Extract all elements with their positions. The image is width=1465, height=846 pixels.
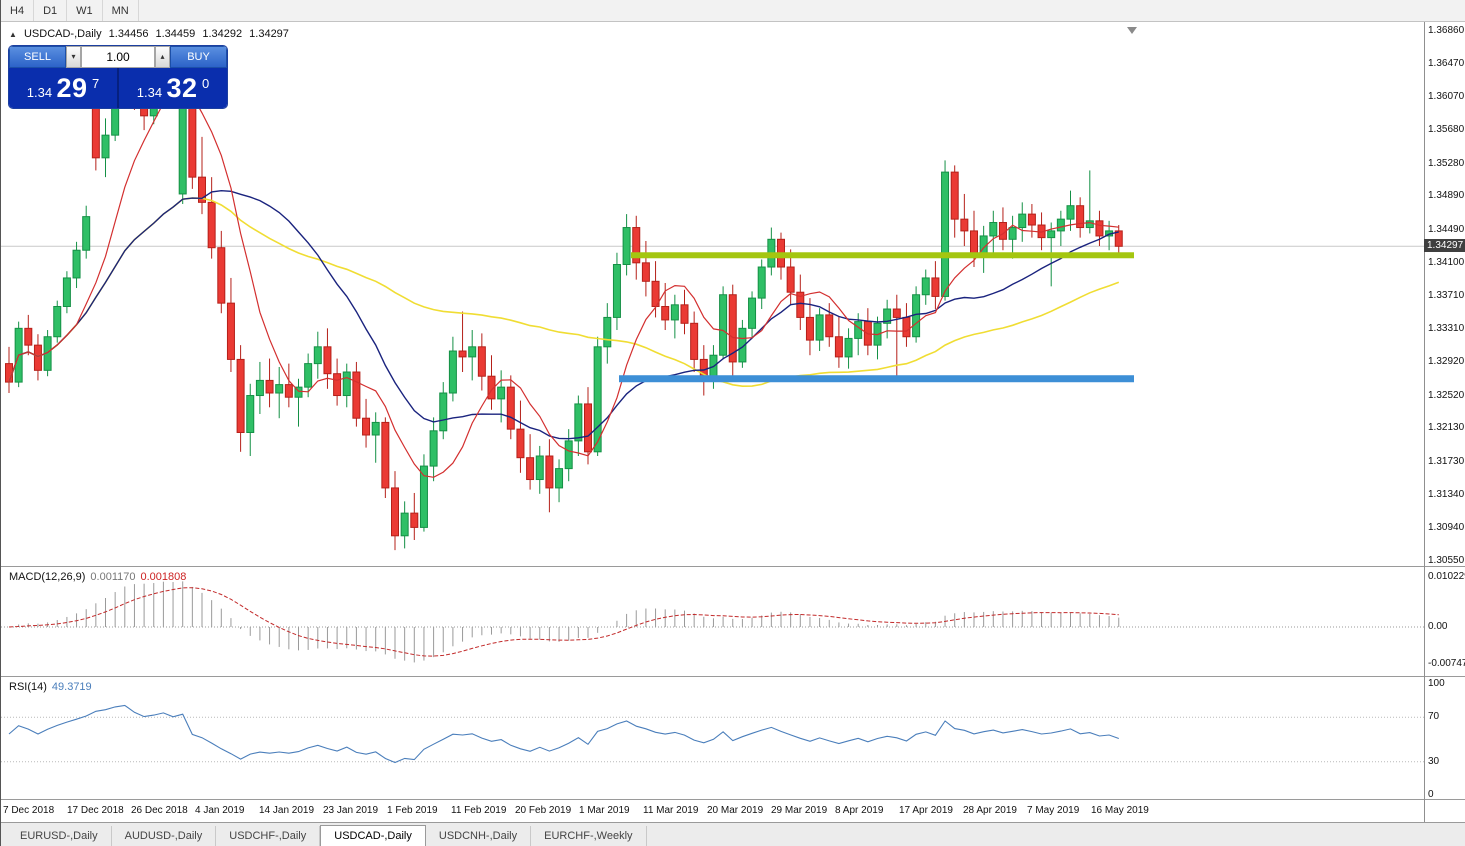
- macd-indicator-chart[interactable]: [1, 567, 1424, 676]
- date-label: 14 Jan 2019: [259, 805, 315, 816]
- date-label: 11 Feb 2019: [451, 805, 507, 816]
- chart-tab-audusd-daily[interactable]: AUDUSD-,Daily: [112, 826, 217, 846]
- panel-separator[interactable]: [1, 566, 1465, 567]
- trade-panel-controls: SELL ▾ ▴ BUY: [9, 46, 227, 68]
- date-label: 20 Mar 2019: [707, 805, 764, 816]
- one-click-trading-panel: SELL ▾ ▴ BUY 1.34 29 7 1.34 32 0: [9, 46, 227, 108]
- macd-scale-label: -0.007477: [1428, 657, 1465, 669]
- date-label: 20 Feb 2019: [515, 805, 572, 816]
- sell-price-display[interactable]: 1.34 29 7: [9, 68, 119, 108]
- date-label: 1 Feb 2019: [387, 805, 438, 816]
- volume-input[interactable]: [81, 46, 155, 68]
- rsi-indicator-chart[interactable]: [1, 677, 1424, 799]
- price-tick-label: 1.30550: [1428, 555, 1465, 566]
- price-axis[interactable]: 1.36860 1.36470 1.36070 1.35680 1.35280 1.348…: [1424, 0, 1465, 822]
- buy-price-pip-digit: 0: [202, 76, 210, 91]
- timeframe-button-w1[interactable]: W1: [67, 0, 103, 21]
- chart-tab-usdchf-daily[interactable]: USDCHF-,Daily: [216, 826, 321, 846]
- price-tick-label: 1.36070: [1428, 91, 1465, 103]
- timeframe-button-mn[interactable]: MN: [103, 0, 139, 21]
- rsi-indicator-label: RSI(14) 49.3719: [9, 681, 92, 693]
- price-axis-border: [1424, 22, 1425, 822]
- date-label: 7 May 2019: [1027, 805, 1080, 816]
- chart-tab-eurusd-daily[interactable]: EURUSD-,Daily: [7, 826, 112, 846]
- timeframe-toolbar: H4 D1 W1 MN: [1, 0, 1465, 22]
- rsi-value: 49.3719: [51, 681, 92, 693]
- price-tick-label: 1.32130: [1428, 422, 1465, 434]
- date-label: 29 Mar 2019: [771, 805, 828, 816]
- chart-close-value: 1.34297: [249, 28, 289, 40]
- price-tick-label: 1.32520: [1428, 389, 1465, 401]
- date-label: 23 Jan 2019: [323, 805, 379, 816]
- date-label: 28 Apr 2019: [963, 805, 1017, 816]
- chart-high-value: 1.34459: [155, 28, 196, 40]
- price-chart[interactable]: [1, 22, 1424, 566]
- time-axis[interactable]: 7 Dec 2018 17 Dec 2018 26 Dec 2018 4 Jan 20…: [1, 800, 1424, 822]
- panel-separator[interactable]: [1, 676, 1465, 677]
- chart-low-value: 1.34292: [202, 28, 243, 40]
- price-tick-label: 1.35280: [1428, 157, 1465, 169]
- macd-indicator-label: MACD(12,26,9) 0.001170 0.001808: [9, 571, 186, 583]
- date-label: 26 Dec 2018: [131, 805, 188, 816]
- chart-tab-usdcnh-daily[interactable]: USDCNH-,Daily: [426, 826, 532, 846]
- chart-open-value: 1.34456: [108, 28, 149, 40]
- price-tick-label: 1.32920: [1428, 355, 1465, 367]
- volume-decrease-button[interactable]: ▾: [66, 46, 81, 68]
- rsi-scale-label: 0: [1428, 789, 1434, 800]
- volume-increase-button[interactable]: ▴: [155, 46, 170, 68]
- sell-price-prefix: 1.34: [26, 85, 53, 100]
- macd-main-value: 0.001170: [90, 571, 136, 583]
- price-tick-label: 1.34890: [1428, 190, 1465, 202]
- price-tick-label: 1.33310: [1428, 323, 1465, 335]
- symbol-marker-icon: ▲: [9, 30, 17, 39]
- price-tick-label: 1.36860: [1428, 25, 1465, 36]
- current-price-marker: 1.34297: [1424, 239, 1465, 253]
- date-label: 16 May 2019: [1091, 805, 1149, 816]
- date-label: 17 Dec 2018: [67, 805, 124, 816]
- chart-tab-usdcad-daily[interactable]: USDCAD-,Daily: [320, 825, 426, 846]
- buy-price-prefix: 1.34: [136, 85, 163, 100]
- sell-price-big-digits: 29: [56, 73, 88, 103]
- trade-panel-prices: 1.34 29 7 1.34 32 0: [9, 68, 227, 108]
- date-label: 1 Mar 2019: [579, 805, 630, 816]
- chart-symbol-name: USDCAD-,Daily: [23, 28, 102, 40]
- chart-title: ▲ USDCAD-,Daily 1.34456 1.34459 1.34292 …: [9, 28, 293, 40]
- price-tick-label: 1.33710: [1428, 289, 1465, 301]
- macd-scale-label: 0.00: [1428, 621, 1448, 632]
- rsi-scale-label: 70: [1428, 711, 1440, 723]
- rsi-scale-label: 100: [1428, 678, 1445, 689]
- chart-tab-bar: EURUSD-,Daily AUDUSD-,Daily USDCHF-,Daily U…: [1, 822, 1465, 846]
- rsi-name: RSI(14): [9, 681, 47, 693]
- rsi-scale-label: 30: [1428, 755, 1440, 767]
- date-label: 11 Mar 2019: [643, 805, 699, 816]
- date-label: 7 Dec 2018: [3, 805, 55, 816]
- price-tick-label: 1.31340: [1428, 488, 1465, 500]
- date-label: 8 Apr 2019: [835, 805, 884, 816]
- sell-price-pip-digit: 7: [92, 76, 100, 91]
- buy-price-big-digits: 32: [166, 73, 198, 103]
- timeframe-button-h4[interactable]: H4: [1, 0, 35, 21]
- price-tick-label: 1.36470: [1428, 57, 1465, 69]
- sell-button[interactable]: SELL: [9, 46, 66, 68]
- macd-name: MACD(12,26,9): [9, 571, 86, 583]
- price-tick-label: 1.30940: [1428, 522, 1465, 534]
- macd-signal-value: 0.001808: [140, 571, 187, 583]
- price-tick-label: 1.34490: [1428, 224, 1465, 236]
- price-tick-label: 1.35680: [1428, 124, 1465, 136]
- price-tick-label: 1.34100: [1428, 256, 1465, 268]
- chart-shift-marker-icon: [1127, 27, 1137, 34]
- buy-price-display[interactable]: 1.34 32 0: [119, 68, 227, 108]
- timeframe-button-d1[interactable]: D1: [34, 0, 68, 21]
- date-label: 17 Apr 2019: [899, 805, 953, 816]
- panel-separator[interactable]: [1, 799, 1465, 800]
- chart-tab-eurchf-weekly[interactable]: EURCHF-,Weekly: [531, 826, 647, 846]
- buy-button[interactable]: BUY: [170, 46, 227, 68]
- price-tick-label: 1.31730: [1428, 455, 1465, 467]
- date-label: 4 Jan 2019: [195, 805, 245, 816]
- macd-scale-label: 0.010229: [1428, 571, 1465, 582]
